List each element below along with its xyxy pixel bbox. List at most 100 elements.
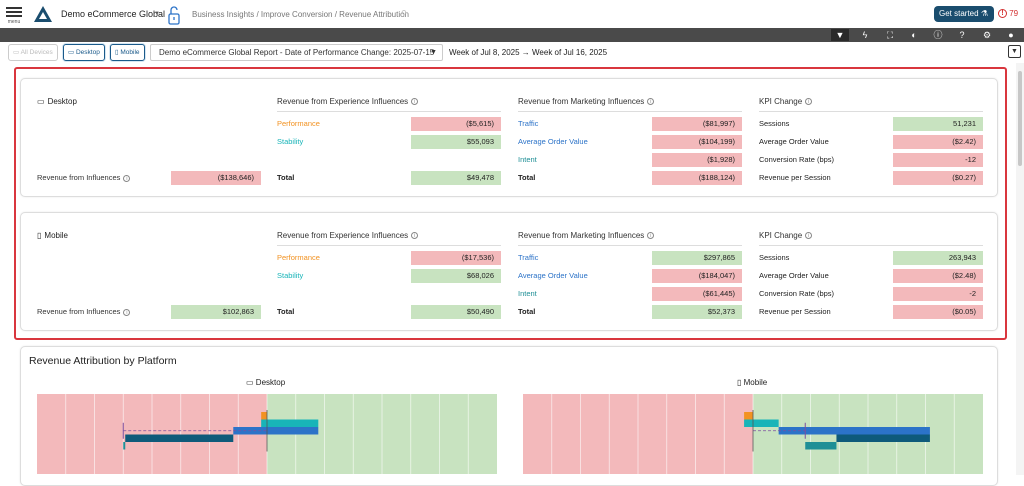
total-row: Total ($188,124) — [518, 171, 742, 185]
info-icon[interactable]: i — [411, 98, 419, 106]
kpi-value: -12 — [893, 153, 983, 167]
influences-row: Revenue from Influences i ($138,646) — [37, 171, 267, 185]
report-select-value: Demo eCommerce Global Report - Date of P… — [159, 48, 435, 57]
desktop-icon: ▭ — [246, 378, 254, 387]
bar-stability — [261, 419, 319, 427]
metric-label[interactable]: Traffic — [518, 253, 539, 262]
menu-button[interactable]: menu — [6, 5, 22, 25]
scrollbar[interactable] — [1016, 63, 1024, 475]
mobile-chart-title: ▯ Mobile — [737, 378, 767, 387]
info-icon[interactable]: i — [123, 174, 131, 182]
section-header-text: KPI Change — [759, 231, 803, 240]
kpi-row: Sessions 51,231 — [759, 117, 983, 131]
metric-value: ($17,536) — [411, 251, 501, 265]
metric-label[interactable]: Intent — [518, 289, 537, 298]
metric-label[interactable]: Traffic — [518, 119, 539, 128]
pin-icon[interactable]: ⚲ — [401, 9, 407, 18]
metric-label[interactable]: Average Order Value — [518, 271, 588, 280]
chevron-down-icon: ▼ — [430, 49, 437, 56]
total-value: $49,478 — [411, 171, 501, 185]
desktop-button[interactable]: ▭ Desktop — [63, 44, 105, 61]
info-icon[interactable]: i — [805, 232, 813, 240]
alert-icon: ! — [998, 9, 1007, 19]
section-header-text: Revenue from Experience Influences — [277, 231, 409, 240]
experience-section: Revenue from Experience Influences i Perf… — [277, 231, 501, 319]
bar-traffic — [778, 427, 930, 435]
fullscreen-icon[interactable]: ⛶ — [886, 30, 894, 40]
metric-label[interactable]: Stability — [277, 137, 304, 146]
info-icon[interactable]: i — [647, 232, 655, 240]
metric-label[interactable]: Intent — [518, 155, 537, 164]
kpi-section: KPI Change i Sessions 51,231 Average Order… — [759, 97, 983, 185]
section-header: Revenue from Marketing Influences i — [518, 231, 742, 246]
kpi-label: Revenue per Session — [759, 173, 831, 182]
info-icon[interactable]: i — [123, 308, 131, 316]
metric-row: Stability $68,026 — [277, 269, 501, 283]
filter-icon[interactable]: ▼ — [831, 29, 849, 41]
kpi-label: Average Order Value — [759, 137, 829, 146]
metric-value: $55,093 — [411, 135, 501, 149]
desktop-summary-card: ▭ Desktop Revenue from Influences i ($138,… — [20, 78, 998, 197]
gear-icon[interactable]: ⚙ — [982, 30, 992, 40]
report-select[interactable]: Demo eCommerce Global Report - Date of P… — [150, 44, 443, 61]
card-title: ▯ Mobile — [37, 231, 68, 240]
bar-average-order-value — [836, 434, 930, 442]
mobile-icon: ▯ — [737, 378, 742, 387]
app-header: menu Demo eCommerce Global ▼ Business In… — [0, 0, 1024, 28]
kpi-value: ($2.48) — [893, 269, 983, 283]
revenue-attribution-chart-card: Revenue Attribution by Platform ▭ Deskto… — [20, 346, 998, 486]
kpi-value: ($0.27) — [893, 171, 983, 185]
info-icon[interactable]: i — [411, 232, 419, 240]
chevron-down-icon[interactable]: ▼ — [154, 11, 160, 17]
metric-value: ($61,445) — [652, 287, 742, 301]
marketing-section: Revenue from Marketing Influences i Traff… — [518, 97, 742, 185]
metric-row: Average Order Value ($184,047) — [518, 269, 742, 283]
user-icon[interactable]: ● — [1008, 30, 1014, 40]
total-value: $52,373 — [652, 305, 742, 319]
metric-row: Intent ($61,445) — [518, 287, 742, 301]
mobile-button[interactable]: ▯ Mobile — [110, 44, 145, 61]
collapse-button[interactable]: ▼ — [1008, 45, 1021, 58]
info-icon[interactable]: i — [647, 98, 655, 106]
metric-label[interactable]: Average Order Value — [518, 137, 588, 146]
metric-value: ($5,615) — [411, 117, 501, 131]
total-label: Total — [277, 173, 295, 182]
contrast-icon[interactable]: ◐ — [911, 30, 917, 40]
kpi-label: Conversion Rate (bps) — [759, 155, 835, 164]
unlock-icon[interactable] — [167, 5, 181, 25]
mobile-icon: ▯ — [37, 231, 42, 240]
metric-row: Average Order Value ($104,199) — [518, 135, 742, 149]
metric-label[interactable]: Stability — [277, 271, 304, 280]
metric-row: Intent ($1,928) — [518, 153, 742, 167]
bolt-icon[interactable]: ϟ — [862, 30, 868, 40]
scrollbar-thumb[interactable] — [1018, 71, 1022, 166]
influences-label: Revenue from Influences i — [37, 307, 131, 316]
all-devices-label: All Devices — [20, 49, 53, 56]
bar-traffic — [233, 427, 319, 435]
help-icon[interactable]: ? — [959, 30, 965, 40]
all-devices-button[interactable]: ▭ All Devices — [8, 44, 58, 61]
filter-bar: ▭ All Devices ▭ Desktop ▯ Mobile Demo eC… — [0, 43, 1024, 63]
kpi-value: -2 — [893, 287, 983, 301]
org-selector[interactable]: Demo eCommerce Global — [61, 9, 166, 19]
section-header: Revenue from Experience Influences i — [277, 231, 501, 246]
influences-value: ($138,646) — [171, 171, 261, 185]
kpi-label: Average Order Value — [759, 271, 829, 280]
get-started-button[interactable]: Get started ⚗ — [934, 6, 994, 22]
metric-label[interactable]: Performance — [277, 253, 320, 262]
metric-value: ($104,199) — [652, 135, 742, 149]
logo-icon[interactable] — [34, 6, 52, 22]
kpi-value: 51,231 — [893, 117, 983, 131]
info-icon[interactable]: i — [805, 98, 813, 106]
devices-icon: ▭ — [13, 49, 20, 56]
kpi-row: Average Order Value ($2.42) — [759, 135, 983, 149]
card-title-text: Mobile — [44, 231, 68, 240]
metric-label[interactable]: Performance — [277, 119, 320, 128]
bar-stability — [744, 419, 779, 427]
info-box-icon[interactable]: ⓘ — [933, 30, 943, 40]
alerts-button[interactable]: ! 79 — [998, 9, 1018, 19]
card-title-text: Desktop — [47, 97, 77, 106]
desktop-chart-title-text: Desktop — [255, 378, 286, 387]
toolbar: ▼ ϟ ⛶ ◐ ⓘ ? ⚙ ● — [0, 28, 1024, 42]
kpi-label: Sessions — [759, 119, 790, 128]
